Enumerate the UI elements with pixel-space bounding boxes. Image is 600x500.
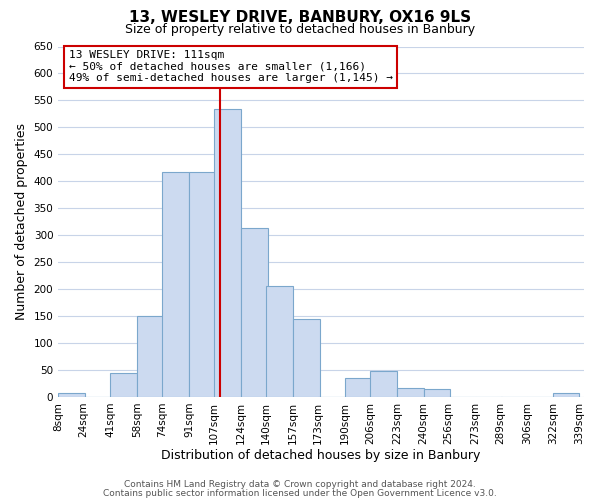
- Bar: [162, 172, 189, 397]
- Y-axis label: Number of detached properties: Number of detached properties: [15, 123, 28, 320]
- Bar: [110, 373, 137, 397]
- Text: Size of property relative to detached houses in Banbury: Size of property relative to detached ho…: [125, 22, 475, 36]
- Bar: [424, 390, 451, 397]
- Bar: [241, 228, 268, 397]
- Bar: [293, 320, 320, 397]
- Bar: [397, 388, 424, 397]
- Bar: [370, 370, 397, 397]
- Text: 13, WESLEY DRIVE, BANBURY, OX16 9LS: 13, WESLEY DRIVE, BANBURY, OX16 9LS: [129, 10, 471, 25]
- Bar: [214, 108, 241, 397]
- Text: 13 WESLEY DRIVE: 111sqm
← 50% of detached houses are smaller (1,166)
49% of semi: 13 WESLEY DRIVE: 111sqm ← 50% of detache…: [68, 50, 392, 83]
- Bar: [345, 378, 371, 397]
- Text: Contains HM Land Registry data © Crown copyright and database right 2024.: Contains HM Land Registry data © Crown c…: [124, 480, 476, 489]
- Bar: [189, 172, 215, 397]
- Bar: [58, 392, 85, 397]
- Bar: [266, 286, 293, 397]
- Bar: [553, 392, 580, 397]
- X-axis label: Distribution of detached houses by size in Banbury: Distribution of detached houses by size …: [161, 450, 481, 462]
- Bar: [137, 316, 164, 397]
- Text: Contains public sector information licensed under the Open Government Licence v3: Contains public sector information licen…: [103, 488, 497, 498]
